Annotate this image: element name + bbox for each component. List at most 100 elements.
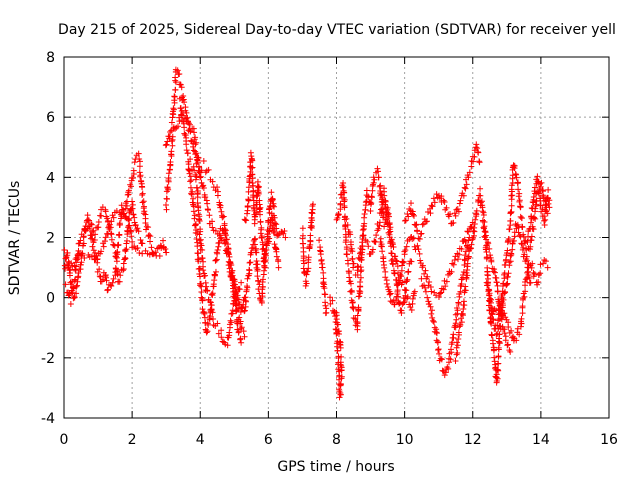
data-point [96, 273, 103, 280]
data-point [424, 273, 431, 280]
data-point [528, 204, 535, 211]
data-point [125, 222, 132, 229]
data-point [401, 217, 408, 224]
data-point [165, 170, 172, 177]
data-point [129, 198, 136, 205]
data-point [164, 184, 171, 191]
data-point [168, 148, 175, 155]
data-point [484, 254, 491, 261]
data-point [501, 270, 508, 277]
data-point [516, 197, 523, 204]
data-point [455, 256, 462, 263]
data-point [197, 236, 204, 243]
y-tick-label: -2 [41, 351, 55, 367]
data-point [356, 287, 363, 294]
data-point [456, 251, 463, 258]
data-point [136, 250, 143, 257]
data-point [199, 246, 206, 253]
data-point [515, 229, 522, 236]
data-point [246, 259, 253, 266]
data-point [495, 346, 502, 353]
data-point [410, 211, 417, 218]
data-point [378, 191, 385, 198]
data-point [120, 260, 127, 267]
data-point [482, 246, 489, 253]
data-point [360, 232, 367, 239]
data-points [61, 66, 553, 401]
data-point [200, 267, 207, 274]
data-point [233, 307, 240, 314]
data-point [220, 213, 227, 220]
data-point [454, 350, 461, 357]
data-point [398, 273, 405, 280]
data-point [459, 310, 466, 317]
data-point [119, 206, 126, 213]
data-point [510, 162, 517, 169]
data-point [103, 274, 110, 281]
data-point [178, 108, 185, 115]
data-point [130, 167, 137, 174]
data-point [455, 208, 462, 215]
data-point [514, 179, 521, 186]
data-point [200, 182, 207, 189]
data-point [81, 255, 88, 262]
data-point [241, 308, 248, 315]
data-point [439, 367, 446, 374]
data-point [103, 277, 110, 284]
data-point [344, 222, 351, 229]
data-point [461, 256, 468, 263]
data-point [508, 327, 515, 334]
data-point [320, 269, 327, 276]
data-point [335, 328, 342, 335]
data-point [389, 260, 396, 267]
data-point [465, 237, 472, 244]
data-point [275, 258, 282, 265]
data-point [227, 324, 234, 331]
data-point [541, 213, 548, 220]
data-point [503, 281, 510, 288]
data-point [221, 222, 228, 229]
data-point [513, 337, 520, 344]
data-point [481, 233, 488, 240]
data-point [163, 206, 170, 213]
data-point [361, 214, 368, 221]
data-point [131, 159, 138, 166]
data-point [539, 187, 546, 194]
data-point [537, 270, 544, 277]
data-point [535, 190, 542, 197]
data-point [214, 184, 221, 191]
data-point [482, 234, 489, 241]
data-point [204, 287, 211, 294]
data-point [523, 253, 530, 260]
data-point [254, 178, 261, 185]
data-point [452, 320, 459, 327]
data-point [199, 306, 206, 313]
data-point [317, 251, 324, 258]
data-point [464, 272, 471, 279]
data-point [123, 240, 130, 247]
data-point [480, 212, 487, 219]
data-point [244, 202, 251, 209]
data-point [259, 276, 266, 283]
data-point [489, 332, 496, 339]
data-point [146, 232, 153, 239]
data-point [391, 270, 398, 277]
data-point [531, 270, 538, 277]
data-point [504, 247, 511, 254]
data-point [65, 289, 72, 296]
data-point [488, 320, 495, 327]
data-point [318, 257, 325, 264]
data-point [304, 268, 311, 275]
data-point [202, 272, 209, 279]
data-point [129, 238, 136, 245]
data-point [61, 247, 68, 254]
data-point [505, 323, 512, 330]
data-point [98, 248, 105, 255]
data-point [413, 221, 420, 228]
data-point [454, 342, 461, 349]
data-point [527, 225, 534, 232]
data-point [232, 294, 239, 301]
data-point [196, 265, 203, 272]
data-point [357, 250, 364, 257]
data-point [171, 99, 178, 106]
